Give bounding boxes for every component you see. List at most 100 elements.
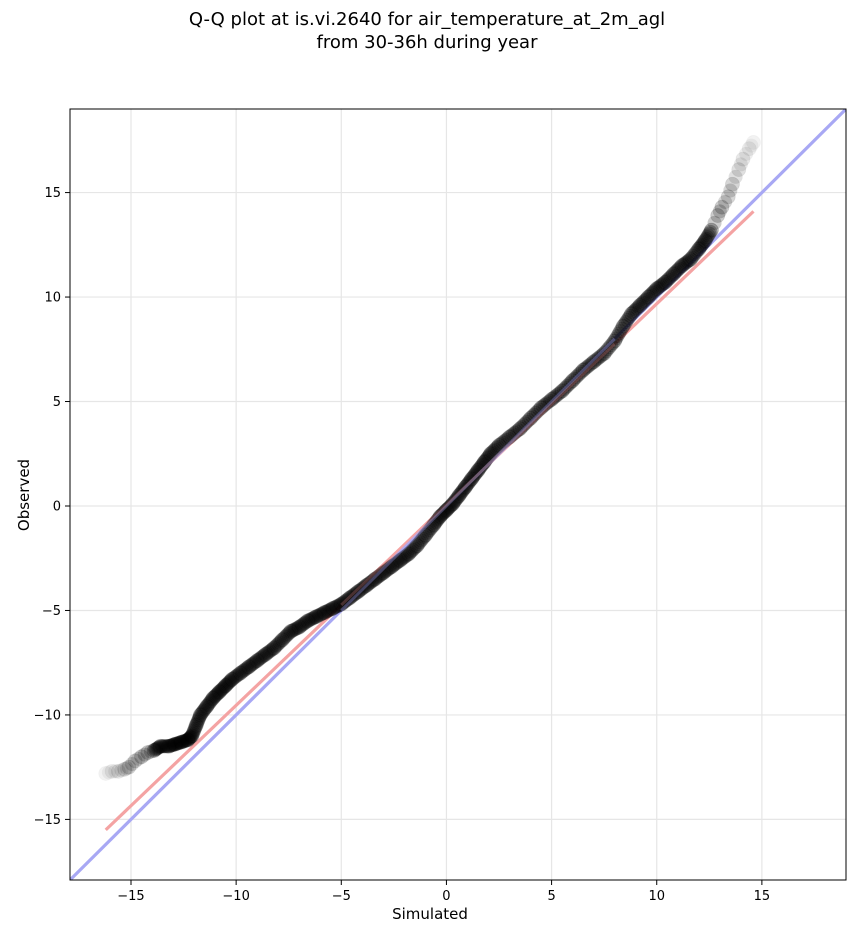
x-tick-label: −10: [222, 889, 249, 904]
quantile-point: [733, 157, 748, 172]
quantile-point: [431, 512, 446, 527]
quantile-point: [387, 557, 402, 572]
quantile-point: [150, 741, 165, 756]
quantile-point: [211, 685, 226, 700]
quantile-point: [383, 560, 398, 575]
quantile-point: [172, 735, 187, 750]
quantile-point: [662, 271, 677, 286]
quantile-point: [449, 491, 464, 506]
quantile-point: [134, 749, 149, 765]
quantile-point: [117, 761, 133, 777]
quantile-point: [455, 484, 470, 499]
quantile-point: [602, 340, 617, 355]
quantile-point: [154, 739, 169, 754]
quantile-point: [714, 199, 730, 215]
quantile-point: [478, 453, 493, 468]
quantile-point: [401, 546, 416, 562]
quantile-point: [523, 410, 538, 426]
quantile-point: [500, 431, 515, 446]
quantile-point: [497, 434, 512, 449]
quantile-point: [609, 331, 624, 346]
quantile-point: [493, 437, 508, 452]
quantile-point: [408, 540, 423, 555]
quantile-point: [213, 683, 228, 698]
quantile-point: [210, 687, 225, 702]
quantile-point: [320, 604, 335, 619]
quantile-point: [467, 467, 482, 482]
quantile-point: [422, 523, 437, 538]
quantile-point: [367, 571, 383, 587]
quantile-point: [480, 450, 495, 465]
quantile-point: [542, 393, 557, 408]
quantile-point: [618, 315, 633, 330]
quantile-point: [489, 441, 504, 456]
quantile-point: [549, 388, 564, 403]
quantile-point: [159, 739, 174, 754]
quantile-point: [308, 609, 324, 625]
quantile-point: [669, 264, 684, 279]
quantile-point: [425, 519, 440, 534]
quantile-point: [460, 477, 475, 492]
quantile-point: [275, 632, 290, 648]
quantile-point: [219, 677, 234, 692]
quantile-point: [680, 254, 695, 269]
quantile-point: [366, 573, 381, 588]
quantile-point: [191, 711, 206, 726]
quantile-point: [482, 448, 497, 463]
x-tick-label: 15: [754, 889, 771, 904]
quantile-point: [101, 765, 116, 780]
quantile-point: [707, 215, 722, 230]
quantile-point: [227, 670, 242, 685]
quantile-point: [338, 594, 353, 609]
quantile-point: [222, 674, 237, 689]
quantile-point: [642, 288, 657, 303]
quantile-point: [639, 291, 654, 306]
quantile-point: [146, 743, 162, 758]
quantile-point: [330, 599, 345, 614]
quantile-point: [569, 370, 584, 385]
quantile-point: [273, 634, 288, 649]
quantile-point: [699, 231, 714, 246]
quantile-point: [651, 280, 666, 295]
quantile-point: [667, 265, 682, 280]
quantile-point: [176, 734, 191, 749]
quantile-point: [414, 533, 429, 548]
quantile-point: [409, 538, 425, 554]
quantile-point: [169, 736, 184, 751]
quantile-point: [355, 581, 370, 596]
quantile-point: [127, 753, 143, 769]
quantile-point: [572, 366, 587, 381]
quantile-point: [262, 644, 277, 659]
quantile-point: [451, 489, 465, 504]
quantile-point: [363, 575, 378, 590]
quantile-point: [358, 579, 373, 594]
quantile-point: [247, 655, 262, 670]
quantile-point: [362, 576, 377, 591]
quantile-point: [190, 714, 205, 729]
quantile-point: [591, 350, 606, 365]
quantile-point: [725, 176, 740, 192]
quantile-point: [131, 751, 146, 766]
quantile-point: [590, 352, 605, 367]
quantile-point: [360, 577, 375, 592]
quantile-point: [153, 738, 168, 754]
quantile-point: [405, 542, 420, 557]
quantile-point: [236, 664, 251, 679]
quantile-point: [656, 276, 671, 291]
quantile-point: [435, 507, 450, 522]
quantile-point: [400, 548, 415, 563]
quantile-point: [187, 721, 202, 736]
quantile-point: [462, 474, 477, 489]
quantile-point: [183, 730, 198, 745]
quantile-point: [469, 464, 484, 479]
quantile-point: [419, 526, 434, 541]
quantile-point: [454, 485, 469, 500]
quantile-point: [648, 283, 663, 298]
quantile-point: [166, 737, 181, 752]
quantile-point: [272, 635, 287, 650]
quantile-point: [521, 412, 536, 427]
quantile-point: [201, 696, 216, 711]
axis-ticks: −15 −10 −5 0 5 10 15 −15 −10 −5 0 5 10 15: [34, 186, 771, 904]
quantile-point: [391, 554, 406, 569]
quantile-point: [245, 656, 260, 671]
